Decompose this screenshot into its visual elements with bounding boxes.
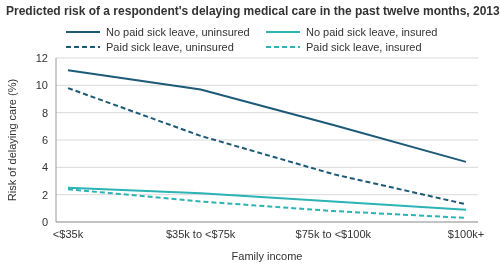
svg-text:$35k to <$75k: $35k to <$75k — [166, 228, 236, 240]
svg-text:10: 10 — [36, 79, 48, 91]
svg-text:0: 0 — [42, 216, 48, 228]
svg-text:<$35k: <$35k — [53, 228, 84, 240]
svg-text:Family income: Family income — [232, 250, 303, 262]
html-text:Paid sick leave, insured: Paid sick leave, insured — [306, 40, 422, 53]
svg-text:2: 2 — [42, 189, 48, 201]
svg-text:6: 6 — [42, 134, 48, 146]
svg-text:8: 8 — [42, 107, 48, 119]
html-text:No paid sick leave, insured: No paid sick leave, insured — [306, 25, 438, 38]
html-text:No paid sick leave, uninsured: No paid sick leave, uninsured — [106, 25, 250, 38]
svg-text:4: 4 — [42, 161, 48, 173]
svg-text:$100k+: $100k+ — [448, 228, 484, 240]
html-text:Predicted risk of a respondent: Predicted risk of a respondent's delayin… — [6, 4, 500, 18]
html-text:Paid sick leave, uninsured: Paid sick leave, uninsured — [106, 40, 234, 53]
svg-text:12: 12 — [36, 52, 48, 64]
svg-text:$75k to <$100k: $75k to <$100k — [296, 228, 372, 240]
svg-text:Risk of delaying care (%): Risk of delaying care (%) — [8, 79, 18, 201]
